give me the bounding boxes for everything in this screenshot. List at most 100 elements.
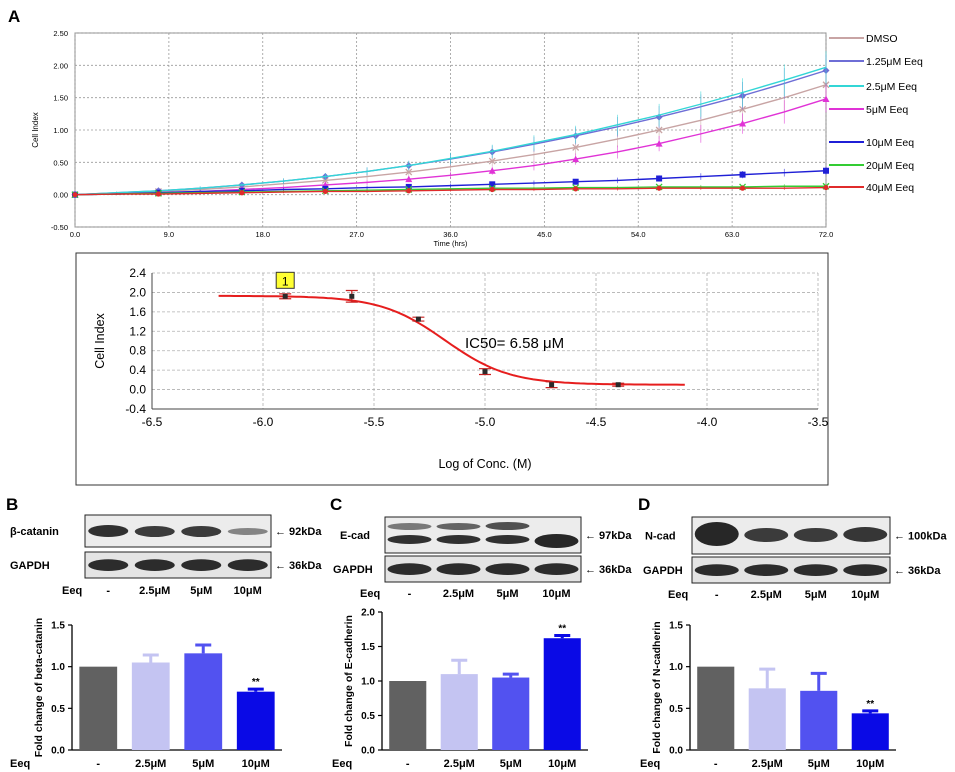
data-point bbox=[239, 190, 245, 196]
y-tick-label: 1.6 bbox=[129, 305, 146, 319]
category-label: 2.5μM bbox=[444, 758, 475, 770]
legend-label: 40μM Eeq bbox=[866, 182, 914, 194]
x-tick-label: 27.0 bbox=[349, 230, 364, 239]
y-tick-label: 0.5 bbox=[361, 711, 375, 722]
series-line bbox=[74, 186, 827, 196]
gapdh-band bbox=[227, 559, 268, 571]
gapdh-band bbox=[534, 563, 579, 575]
legend-label: 20μM Eeq bbox=[866, 160, 914, 172]
blot-band bbox=[387, 523, 432, 530]
series-6 bbox=[72, 184, 829, 198]
error-bar bbox=[759, 667, 776, 689]
x-axis-label: Eeq bbox=[640, 758, 660, 770]
western-blot-b: β-catanin ← 92kDa GAPDH ← 36kDa Eeq - 2.5μM 5μM… bbox=[10, 514, 322, 597]
treatment-label: Eeq bbox=[360, 588, 380, 600]
y-axis-label: Fold change of E-cadherin bbox=[343, 615, 355, 747]
data-point bbox=[572, 155, 580, 163]
legend-label: 2.5μM Eeq bbox=[866, 81, 917, 93]
bar bbox=[543, 638, 581, 750]
blot-band bbox=[134, 526, 175, 537]
data-point bbox=[488, 167, 496, 174]
category-label: 10μM bbox=[856, 758, 884, 770]
lane-label: - bbox=[715, 589, 719, 601]
error-bar bbox=[502, 672, 519, 678]
data-point bbox=[155, 191, 162, 197]
y-tick-label: 0.0 bbox=[669, 746, 683, 757]
x-axis-label: Eeq bbox=[10, 758, 30, 770]
data-point bbox=[405, 183, 412, 190]
gapdh-band bbox=[843, 564, 888, 576]
data-point bbox=[72, 192, 78, 198]
legend-label: 10μM Eeq bbox=[866, 137, 914, 149]
lane-label: 2.5μM bbox=[443, 588, 474, 600]
lane-label: 10μM bbox=[234, 585, 262, 597]
loading-kda: ← 36kDa bbox=[275, 560, 322, 572]
y-tick-label: 2.0 bbox=[129, 285, 146, 299]
y-tick-label: 2.4 bbox=[129, 266, 146, 280]
data-point bbox=[321, 176, 329, 184]
lane-label: 5μM bbox=[496, 588, 518, 600]
category-label: 10μM bbox=[548, 758, 576, 770]
category-label: - bbox=[96, 758, 100, 770]
x-tick-label: 45.0 bbox=[537, 230, 552, 239]
gapdh-band bbox=[181, 559, 222, 571]
y-tick-label: 0.5 bbox=[669, 704, 683, 715]
y-tick-label: 0.0 bbox=[51, 746, 65, 757]
lane-label: - bbox=[106, 585, 110, 597]
data-point bbox=[823, 184, 829, 191]
treatment-label: Eeq bbox=[668, 589, 688, 601]
bar-chart-beta-catanin: 0.0 0.5 1.0 1.5 Fold change of beta-catanin -… bbox=[10, 618, 282, 770]
error-bar bbox=[195, 643, 212, 654]
error-bar bbox=[810, 671, 827, 691]
data-point bbox=[656, 175, 663, 182]
data-point bbox=[822, 95, 830, 102]
category-label: - bbox=[406, 758, 410, 770]
x-tick-label: -4.5 bbox=[586, 415, 607, 429]
x-tick-label: -6.0 bbox=[253, 415, 274, 429]
data-point bbox=[489, 181, 496, 188]
y-axis-label: Cell Index bbox=[93, 312, 107, 368]
y-tick-label: 1.5 bbox=[669, 621, 683, 632]
category-label: 10μM bbox=[242, 758, 270, 770]
bar bbox=[79, 666, 118, 750]
y-tick-label: 1.50 bbox=[53, 94, 68, 103]
data-point bbox=[405, 175, 413, 183]
x-tick-label: -3.5 bbox=[808, 415, 829, 429]
data-point bbox=[656, 185, 662, 191]
y-axis-label: Cell Index bbox=[31, 112, 40, 148]
data-point bbox=[739, 171, 746, 178]
error-bar bbox=[862, 709, 879, 714]
x-tick-label: 72.0 bbox=[819, 230, 834, 239]
lane-label: 10μM bbox=[542, 588, 570, 600]
x-tick-label: -5.5 bbox=[364, 415, 385, 429]
data-point bbox=[322, 188, 328, 195]
badge-label: 1 bbox=[282, 274, 289, 288]
y-tick-label: 0.4 bbox=[129, 363, 146, 377]
x-tick-label: 36.0 bbox=[443, 230, 458, 239]
panel-a-letter: A bbox=[8, 7, 20, 26]
data-point bbox=[406, 188, 412, 194]
bar bbox=[800, 690, 838, 750]
y-tick-label: 0.50 bbox=[53, 158, 68, 167]
bar-chart-n-cadherin: 0.0 0.5 1.0 1.5 Fold change of N-cadherin - 2.… bbox=[640, 621, 896, 770]
y-tick-label: 2.50 bbox=[53, 29, 68, 38]
error-bar bbox=[247, 687, 264, 692]
data-point bbox=[282, 293, 288, 299]
data-point bbox=[405, 168, 413, 176]
x-axis-label: Eeq bbox=[332, 758, 352, 770]
category-label: - bbox=[714, 758, 718, 770]
bar bbox=[236, 691, 275, 750]
blot-band bbox=[227, 528, 268, 535]
x-tick-label: 0.0 bbox=[70, 230, 80, 239]
data-point bbox=[572, 144, 580, 151]
ic50-annotation: IC50= 6.58 μM bbox=[465, 335, 564, 352]
lane-label: 10μM bbox=[851, 589, 879, 601]
treatment-label: Eeq bbox=[62, 585, 82, 597]
lane-label: 2.5μM bbox=[139, 585, 170, 597]
gapdh-band bbox=[134, 559, 175, 571]
error-bar bbox=[451, 658, 468, 675]
y-tick-label: 2.0 bbox=[361, 608, 375, 619]
blot-band bbox=[436, 535, 481, 544]
blot-band bbox=[485, 535, 530, 544]
